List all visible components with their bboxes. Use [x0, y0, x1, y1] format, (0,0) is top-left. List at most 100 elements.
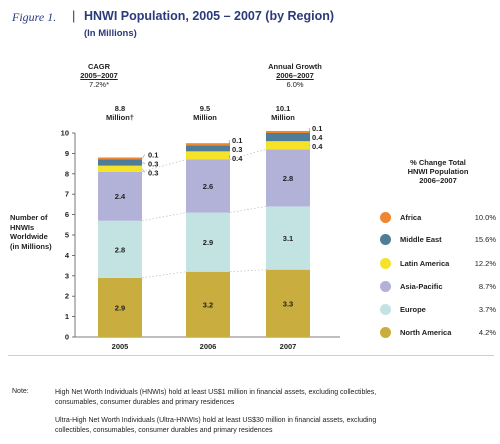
north-america-swatch — [380, 327, 391, 338]
cagr-label: CAGR — [87, 62, 111, 71]
bar-segment — [186, 143, 230, 146]
y-tick-label: 9 — [65, 149, 69, 158]
legend-item-africa: Africa 10.0% — [380, 210, 496, 226]
note-hnwi: High Net Worth Individuals (HNWIs) hold … — [55, 388, 485, 408]
series-connector — [229, 269, 267, 273]
data-label: 2.9 — [203, 238, 213, 247]
total-2005-unit: Million† — [106, 113, 134, 122]
y-tick-label: 0 — [65, 333, 69, 342]
legend-title-line: HNWI Population — [407, 167, 469, 176]
callout-line — [308, 127, 311, 133]
data-label: 0.3 — [148, 159, 158, 168]
legend-name: Latin America — [400, 259, 450, 268]
callout-line — [228, 148, 231, 150]
cagr-period: 2005–2007 — [80, 71, 118, 80]
data-label: 2.6 — [203, 182, 213, 191]
data-label: 2.9 — [115, 303, 125, 312]
legend-change: 8.7% — [478, 282, 496, 291]
bar-segment — [98, 171, 142, 221]
latin-america-swatch — [380, 258, 391, 269]
bar-segment — [266, 141, 310, 150]
legend-item-europe: Europe 3.7% — [380, 302, 496, 318]
legend-item-asia-pacific: Asia-Pacific 8.7% — [380, 279, 496, 295]
chart-subtitle: (In Millions) — [84, 28, 137, 39]
series-connector — [229, 206, 267, 213]
y-axis-label-line: HNWIs — [10, 222, 35, 232]
data-label: 0.1 — [232, 136, 242, 145]
x-tick-label: 2005 — [112, 342, 129, 351]
legend-change: 10.0% — [474, 213, 496, 222]
note-line: consumables, consumer durables and prima… — [55, 399, 235, 406]
figure-label: Figure 1. — [12, 10, 57, 24]
y-tick-label: 5 — [65, 231, 69, 240]
bar-segment — [186, 212, 230, 272]
data-label: 0.4 — [312, 133, 323, 142]
y-tick-label: 10 — [61, 129, 69, 138]
series-connector — [141, 212, 187, 222]
bar-segment — [186, 151, 230, 160]
x-tick-label: 2007 — [280, 342, 297, 351]
total-2007: 10.1 — [275, 104, 291, 113]
legend-change: 4.2% — [478, 328, 496, 337]
series-connector — [229, 148, 267, 160]
bar-segment — [186, 145, 230, 152]
y-tick-label: 2 — [65, 292, 69, 301]
data-label: 3.3 — [283, 299, 293, 308]
bar-segment — [266, 133, 310, 142]
total-2006: 9.5 — [199, 104, 211, 113]
legend-title-line: % Change Total — [410, 158, 466, 167]
legend-item-latin-america: Latin America 12.2% — [380, 256, 496, 272]
note-line: collectibles, consumables, consumer dura… — [55, 427, 273, 434]
legend-name: North America — [400, 328, 452, 337]
y-tick-label: 8 — [65, 169, 69, 178]
middle-east-swatch — [380, 234, 391, 245]
callout-line — [141, 168, 146, 173]
total-2006-unit: Million — [193, 113, 217, 122]
legend-item-north-america: North America 4.2% — [380, 325, 496, 341]
chart-title: HNWI Population, 2005 – 2007 (by Region) — [84, 9, 335, 23]
bar-segment — [186, 271, 230, 337]
note-line: High Net Worth Individuals (HNWIs) hold … — [55, 389, 377, 396]
bar-segment — [98, 157, 142, 160]
series-connector — [141, 159, 187, 173]
legend-title: % Change Total HNWI Population 2006–2007 — [378, 158, 498, 185]
data-label: 2.8 — [283, 174, 293, 183]
bar-segment — [98, 220, 142, 278]
data-label: 3.1 — [283, 234, 293, 243]
y-tick-label: 6 — [65, 210, 69, 219]
asia-pacific-swatch — [380, 281, 391, 292]
data-label: 0.1 — [312, 124, 322, 133]
bar-segment — [266, 206, 310, 270]
legend-name: Middle East — [400, 235, 442, 244]
data-label: 0.4 — [312, 142, 323, 151]
y-axis-label-line: Number of — [10, 213, 48, 222]
callout-line — [141, 162, 146, 164]
y-tick-label: 3 — [65, 271, 69, 280]
series-connector — [141, 271, 187, 279]
bar-segment — [186, 159, 230, 213]
bar-segment — [266, 269, 310, 337]
africa-swatch — [380, 212, 391, 223]
legend-name: Asia-Pacific — [400, 282, 443, 291]
legend-item-middle-east: Middle East 15.6% — [380, 232, 496, 248]
data-label: 2.8 — [115, 245, 125, 254]
note-ultra-hnwi: Ultra-High Net Worth Individuals (Ultra-… — [55, 416, 485, 436]
callout-line — [308, 145, 311, 147]
legend-change: 12.2% — [474, 259, 496, 268]
legend-change: 3.7% — [478, 305, 496, 314]
note-label: Note: — [12, 388, 29, 395]
title-separator: | — [72, 8, 76, 23]
callout-line — [228, 140, 231, 145]
y-axis-label-line: (in Millions) — [10, 241, 52, 251]
data-label: 3.2 — [203, 300, 213, 309]
legend-title-line: 2006–2007 — [419, 176, 457, 185]
total-2005: 8.8 — [114, 104, 126, 113]
bar-segment — [98, 165, 142, 172]
bar-segment — [266, 149, 310, 207]
bar-segment — [98, 159, 142, 166]
bar-segment — [266, 130, 310, 133]
callout-line — [141, 154, 146, 159]
y-tick-label: 7 — [65, 190, 69, 199]
legend-change: 15.6% — [474, 235, 496, 244]
